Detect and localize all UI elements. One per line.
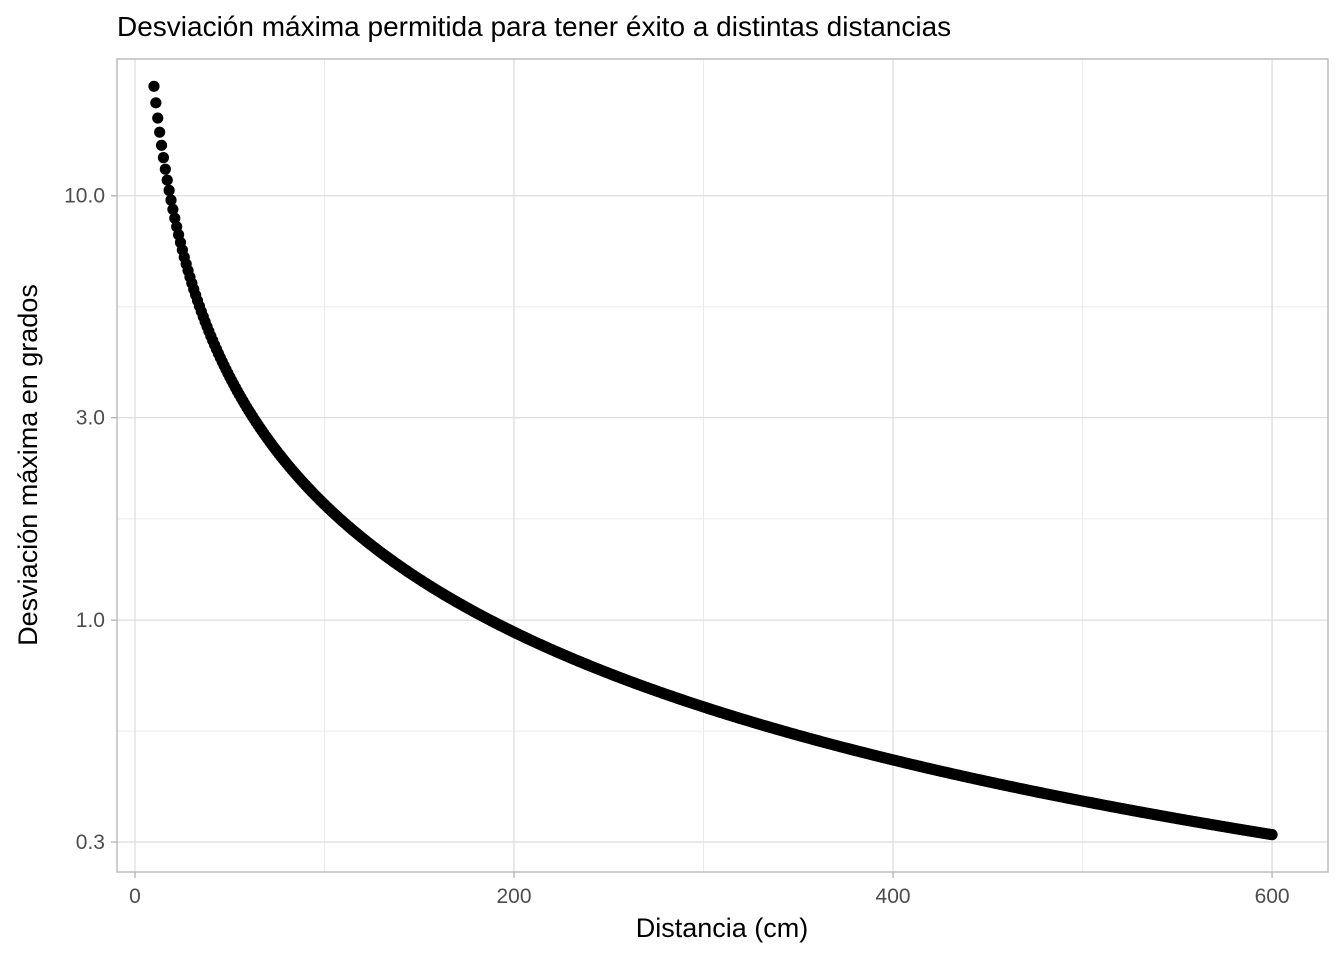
y-tick-label: 10.0 <box>64 185 105 208</box>
y-tick-label: 3.0 <box>76 407 105 430</box>
chart-title: Desviación máxima permitida para tener é… <box>117 11 951 42</box>
data-point <box>154 126 166 138</box>
data-point <box>159 163 171 175</box>
y-tick-label: 1.0 <box>76 609 105 632</box>
plot-panel <box>116 58 1329 873</box>
data-point <box>150 97 162 109</box>
data-point <box>1266 829 1278 841</box>
x-tick-label: 600 <box>1255 885 1290 908</box>
x-tick-label: 400 <box>876 885 911 908</box>
data-point <box>167 203 179 216</box>
data-points <box>148 80 1278 841</box>
data-point <box>148 80 160 92</box>
data-point <box>157 152 170 164</box>
x-axis: 0 200 400 600 <box>129 872 1290 908</box>
data-point <box>165 194 177 206</box>
panel-border <box>116 58 1329 873</box>
x-tick-label: 200 <box>497 885 532 908</box>
x-tick-label: 0 <box>129 885 141 908</box>
x-axis-title: Distancia (cm) <box>636 913 809 943</box>
data-point <box>161 174 173 186</box>
y-axis: 0.3 1.0 3.0 10.0 <box>64 185 117 854</box>
data-point <box>152 112 164 124</box>
y-tick-label: 0.3 <box>76 831 105 854</box>
y-axis-title: Desviación máxima en grados <box>13 284 43 646</box>
data-point <box>155 139 168 151</box>
data-point <box>169 212 181 224</box>
data-point <box>163 184 175 196</box>
